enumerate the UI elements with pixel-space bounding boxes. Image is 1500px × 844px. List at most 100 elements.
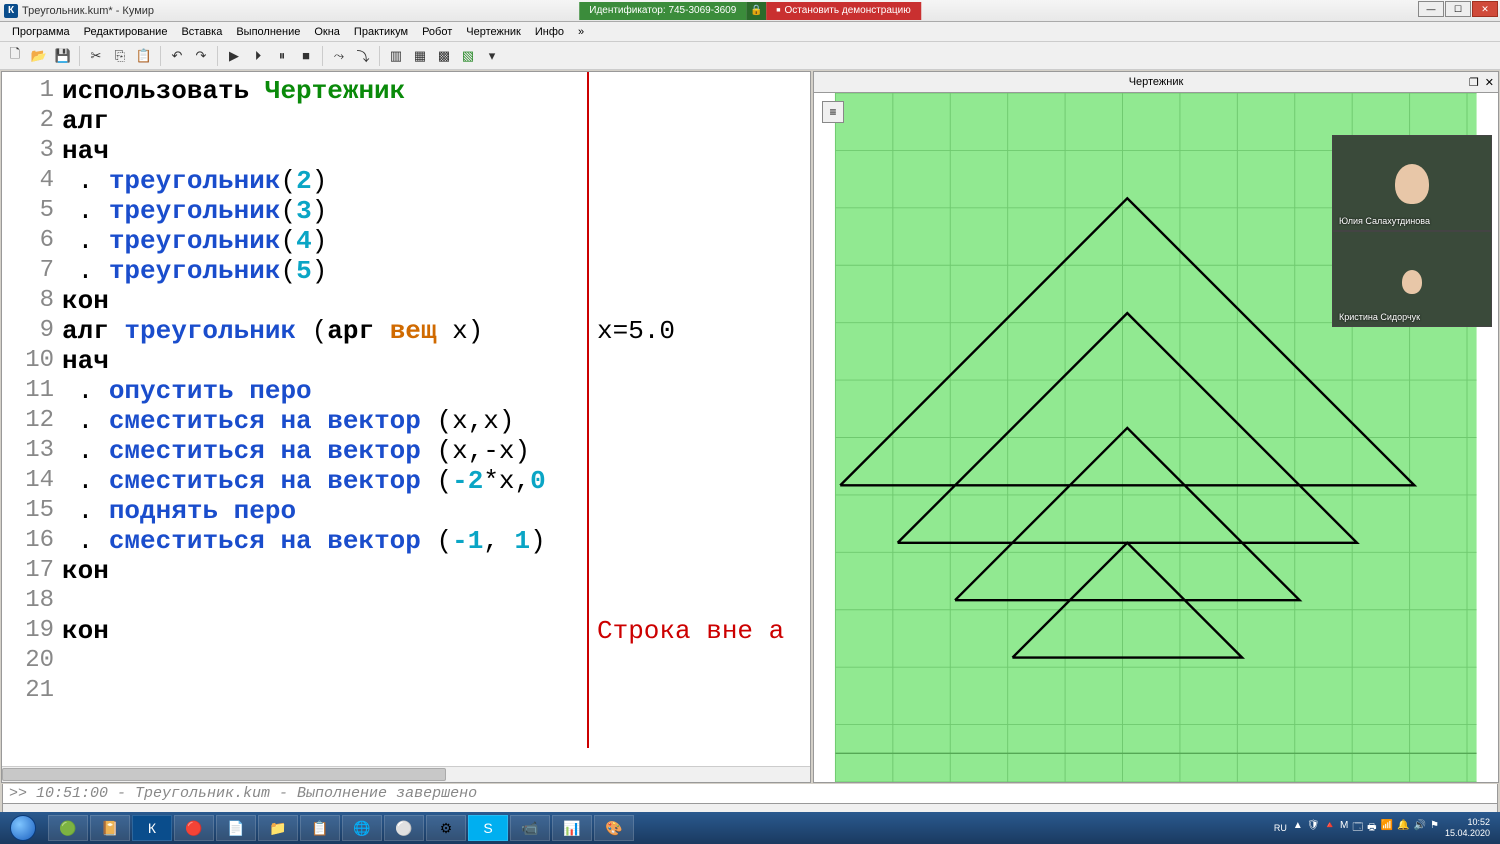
drawer-canvas[interactable]: ≡ Юлия Салахутдинова Кристина Сидорчук [813, 93, 1499, 783]
main-area: 123456789101112131415161718192021 исполь… [0, 70, 1500, 784]
drawer-close-icon[interactable]: ✕ [1485, 76, 1494, 89]
window-title: Треугольник.kum* - Кумир [22, 5, 154, 17]
meeting-id-value: 745-3069-3609 [668, 5, 736, 16]
canvas-menu-button[interactable]: ≡ [822, 101, 844, 123]
tray-icon-3[interactable]: M [1340, 820, 1348, 837]
tray-icon-5[interactable]: 🖶 [1367, 820, 1376, 837]
menu-редактирование[interactable]: Редактирование [78, 24, 174, 40]
taskbar-app-5[interactable]: 📁 [258, 815, 298, 841]
save-button[interactable]: 💾 [52, 45, 74, 67]
meeting-badges: Идентификатор: 745-3069-3609 🔒 Остановит… [579, 2, 921, 20]
windows-orb-icon [10, 815, 36, 841]
start-button[interactable] [4, 814, 42, 842]
menu-вставка[interactable]: Вставка [175, 24, 228, 40]
step-over-button[interactable]: ⤳ [328, 45, 350, 67]
webcam-tile[interactable]: Юлия Салахутдинова [1332, 135, 1492, 231]
taskbar-app-13[interactable]: 🎨 [594, 815, 634, 841]
toolbar: 🗋📂💾 ✂⎘📋 ↶↷ ▶⏵⏸■ ⤳⤵ ▥▦▩▧▾ [0, 42, 1500, 70]
window-controls: — ☐ ✕ [1417, 1, 1498, 17]
stop-button[interactable]: ⏸ [271, 45, 293, 67]
taskbar-app-4[interactable]: 📄 [216, 815, 256, 841]
close-button[interactable]: ✕ [1472, 1, 1498, 17]
tray-icon-6[interactable]: 📶 [1381, 820, 1393, 837]
drawer-pane: Чертежник ❐ ✕ ≡ Юлия Салахутдинова Крист… [813, 71, 1499, 783]
layout1-button[interactable]: ▥ [385, 45, 407, 67]
tray-clock[interactable]: 10:52 15.04.2020 [1445, 817, 1496, 839]
open-button[interactable]: 📂 [28, 45, 50, 67]
taskbar-app-7[interactable]: 🌐 [342, 815, 382, 841]
menubar: ПрограммаРедактированиеВставкаВыполнение… [0, 22, 1500, 42]
taskbar-app-12[interactable]: 📊 [552, 815, 592, 841]
code-area[interactable]: использовать Чертежникалгнач . треугольн… [62, 72, 810, 766]
taskbar-app-10[interactable]: S [468, 815, 508, 841]
meeting-id-label: Идентификатор: [589, 5, 665, 16]
tray-icon-4[interactable]: 🗔 [1352, 820, 1363, 837]
line-gutter: 123456789101112131415161718192021 [2, 72, 62, 766]
new-button[interactable]: 🗋 [4, 45, 26, 67]
webcam-tile[interactable]: Кристина Сидорчук [1332, 231, 1492, 327]
taskbar-app-9[interactable]: ⚙ [426, 815, 466, 841]
tray-icons: ▲🛡🔺M🗔🖶 📶🔔 🔊⚑ [1293, 820, 1439, 837]
step-into-button[interactable]: ⤵ [352, 45, 374, 67]
scrollbar-thumb[interactable] [2, 768, 446, 781]
menu-button[interactable]: ▾ [481, 45, 503, 67]
tray-time: 10:52 [1445, 817, 1490, 828]
menu-»[interactable]: » [572, 24, 590, 40]
taskbar-app-2[interactable]: К [132, 815, 172, 841]
menu-практикум[interactable]: Практикум [348, 24, 414, 40]
taskbar-app-8[interactable]: ⚪ [384, 815, 424, 841]
tray-icon-1[interactable]: 🛡 [1307, 820, 1320, 837]
meeting-id-badge: Идентификатор: 745-3069-3609 [579, 2, 746, 20]
menu-окна[interactable]: Окна [308, 24, 346, 40]
drawer-maximize-icon[interactable]: ❐ [1469, 76, 1479, 89]
menu-чертежник[interactable]: Чертежник [460, 24, 527, 40]
titlebar: К Треугольник.kum* - Кумир Идентификатор… [0, 0, 1500, 22]
taskbar-app-3[interactable]: 🔴 [174, 815, 214, 841]
taskbar-app-0[interactable]: 🟢 [48, 815, 88, 841]
layout4-button[interactable]: ▧ [457, 45, 479, 67]
margin-error: Строка вне а [597, 616, 784, 646]
tray-icon-8[interactable]: 🔊 [1414, 820, 1426, 837]
tray-icon-0[interactable]: ▲ [1293, 820, 1303, 837]
webcam-overlay: Юлия Салахутдинова Кристина Сидорчук [1332, 135, 1492, 327]
menu-инфо[interactable]: Инфо [529, 24, 570, 40]
editor-pane: 123456789101112131415161718192021 исполь… [1, 71, 811, 783]
drawer-header: Чертежник ❐ ✕ [813, 71, 1499, 93]
cut-button[interactable]: ✂ [85, 45, 107, 67]
drawer-title: Чертежник [1129, 76, 1184, 88]
tray-lang[interactable]: RU [1274, 823, 1287, 833]
stop-share-button[interactable]: Остановить демонстрацию [766, 2, 920, 20]
lock-icon: 🔒 [746, 2, 766, 20]
editor-hscrollbar[interactable] [2, 766, 810, 782]
layout3-button[interactable]: ▩ [433, 45, 455, 67]
minimize-button[interactable]: — [1418, 1, 1444, 17]
step-button[interactable]: ⏵ [247, 45, 269, 67]
layout2-button[interactable]: ▦ [409, 45, 431, 67]
webcam-label: Кристина Сидорчук [1339, 312, 1420, 322]
maximize-button[interactable]: ☐ [1445, 1, 1471, 17]
system-tray: RU ▲🛡🔺M🗔🖶 📶🔔 🔊⚑ 10:52 15.04.2020 [1274, 817, 1496, 839]
undo-button[interactable]: ↶ [166, 45, 188, 67]
tray-icon-2[interactable]: 🔺 [1324, 820, 1336, 837]
paste-button[interactable]: 📋 [133, 45, 155, 67]
taskbar-app-1[interactable]: 📔 [90, 815, 130, 841]
margin-var-value: x=5.0 [597, 316, 675, 346]
tray-date: 15.04.2020 [1445, 828, 1490, 839]
run-button[interactable]: ▶ [223, 45, 245, 67]
menu-программа[interactable]: Программа [6, 24, 76, 40]
webcam-label: Юлия Салахутдинова [1339, 216, 1430, 226]
taskbar-app-6[interactable]: 📋 [300, 815, 340, 841]
menu-робот[interactable]: Робот [416, 24, 458, 40]
taskbar: 🟢📔К🔴📄📁📋🌐⚪⚙S📹📊🎨 RU ▲🛡🔺M🗔🖶 📶🔔 🔊⚑ 10:52 15.04… [0, 812, 1500, 844]
taskbar-app-11[interactable]: 📹 [510, 815, 550, 841]
tray-icon-7[interactable]: 🔔 [1397, 820, 1409, 837]
app-icon: К [4, 4, 18, 18]
redo-button[interactable]: ↷ [190, 45, 212, 67]
taskbar-items: 🟢📔К🔴📄📁📋🌐⚪⚙S📹📊🎨 [48, 815, 634, 841]
menu-выполнение[interactable]: Выполнение [230, 24, 306, 40]
copy-button[interactable]: ⎘ [109, 45, 131, 67]
editor-body[interactable]: 123456789101112131415161718192021 исполь… [2, 72, 810, 766]
stop2-button[interactable]: ■ [295, 45, 317, 67]
tray-icon-9[interactable]: ⚑ [1430, 820, 1439, 837]
console-output: >> 10:51:00 - Треугольник.kum - Выполнен… [2, 784, 1498, 804]
